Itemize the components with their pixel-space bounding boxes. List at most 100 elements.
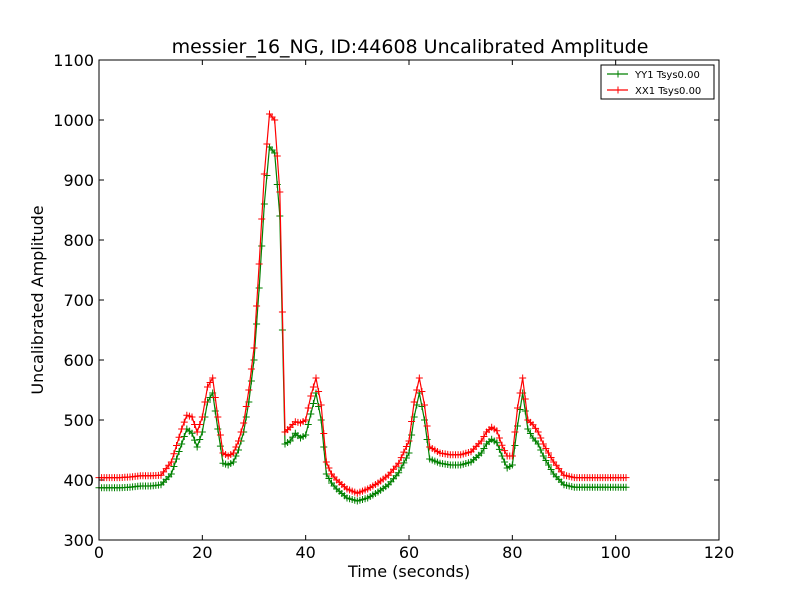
- plot-frame: [98, 59, 720, 541]
- series-point: [304, 421, 312, 428]
- series-point: [240, 419, 248, 427]
- series-point: [534, 428, 542, 436]
- series-point: [526, 430, 534, 437]
- series-point: [191, 436, 199, 444]
- series-point: [196, 436, 204, 443]
- series-point: [255, 284, 263, 292]
- series-point: [325, 464, 333, 472]
- series-point: [532, 424, 540, 432]
- series-point: [193, 428, 201, 436]
- series-point: [170, 463, 178, 470]
- series-point: [232, 443, 240, 451]
- series-point: [242, 413, 250, 421]
- series-point: [480, 433, 488, 440]
- series-point: [480, 445, 488, 452]
- series-point: [421, 401, 428, 409]
- series-point: [242, 403, 250, 410]
- series-point: [395, 469, 403, 477]
- series-point: [547, 466, 555, 473]
- y-tick-label: 1100: [53, 51, 94, 70]
- series-point: [521, 407, 529, 415]
- series-point: [253, 320, 261, 328]
- series-point: [405, 437, 413, 445]
- y-tick-label: 1000: [53, 111, 94, 130]
- series-layer: [95, 110, 630, 505]
- series-point: [477, 449, 485, 457]
- series-point: [304, 404, 312, 412]
- series-point: [253, 302, 261, 310]
- series-point: [229, 458, 237, 466]
- series-point: [214, 425, 222, 433]
- series-point: [622, 474, 630, 482]
- series-point: [542, 445, 550, 452]
- plot-area: [99, 60, 719, 540]
- series-point: [286, 437, 294, 445]
- y-tick-label: 700: [63, 291, 94, 310]
- series-point: [405, 449, 413, 457]
- series-point: [545, 449, 552, 457]
- series-point: [547, 454, 555, 461]
- series-point: [408, 418, 416, 425]
- series-point: [413, 386, 421, 394]
- x-tick-label: 40: [295, 543, 315, 562]
- y-axis: 300 400 500 600 700 800 900 1000 1100: [53, 51, 719, 550]
- series-point: [516, 389, 524, 397]
- series-point: [175, 448, 183, 455]
- series-point: [173, 442, 180, 449]
- series-point: [260, 170, 268, 178]
- y-tick-label: 300: [63, 531, 94, 550]
- series-point: [514, 404, 521, 412]
- series-point: [258, 242, 266, 250]
- series-point: [180, 433, 188, 440]
- series-point: [198, 413, 206, 421]
- series-point: [178, 425, 186, 433]
- series-point: [178, 440, 186, 448]
- series-point: [542, 457, 550, 464]
- series-point: [278, 308, 286, 316]
- series-point: [201, 398, 209, 406]
- series-point: [302, 416, 310, 424]
- series-point: [418, 388, 426, 395]
- series-point: [196, 421, 204, 428]
- series-1: [95, 110, 630, 497]
- series-point: [322, 458, 330, 466]
- series-point: [539, 452, 547, 460]
- series-point: [537, 446, 545, 454]
- legend-box: [600, 64, 715, 100]
- series-point: [216, 442, 224, 450]
- series-point: [307, 410, 315, 418]
- series-point: [325, 475, 333, 482]
- series-point: [539, 440, 547, 448]
- legend: YY1 Tsys0.00 XX1 Tsys0.00: [600, 64, 715, 100]
- series-point: [273, 152, 281, 160]
- series-point: [216, 431, 224, 439]
- series-point: [260, 200, 268, 208]
- series-point: [180, 418, 188, 426]
- series-point: [493, 439, 501, 447]
- series-point: [188, 429, 196, 437]
- series-point: [307, 392, 315, 400]
- series-point: [508, 461, 516, 469]
- series-point: [524, 425, 532, 433]
- series-point: [247, 377, 255, 385]
- series-point: [415, 374, 423, 382]
- series-point: [250, 344, 258, 352]
- series-point: [247, 365, 255, 373]
- series-point: [235, 437, 242, 445]
- series-point: [397, 464, 405, 472]
- legend-label: YY1 Tsys0.00: [634, 70, 700, 81]
- series-point: [167, 470, 175, 478]
- x-tick-label: 120: [704, 543, 735, 562]
- series-point: [175, 433, 183, 441]
- series-point: [315, 388, 323, 395]
- x-tick-label: 0: [94, 543, 104, 562]
- series-point: [529, 421, 537, 429]
- series-0: [95, 143, 630, 505]
- series-point: [501, 447, 509, 455]
- series-point: [170, 450, 178, 458]
- series-point: [423, 436, 431, 443]
- series-point: [511, 428, 519, 436]
- series-point: [537, 434, 545, 442]
- series-point: [317, 416, 325, 424]
- series-point: [255, 260, 263, 268]
